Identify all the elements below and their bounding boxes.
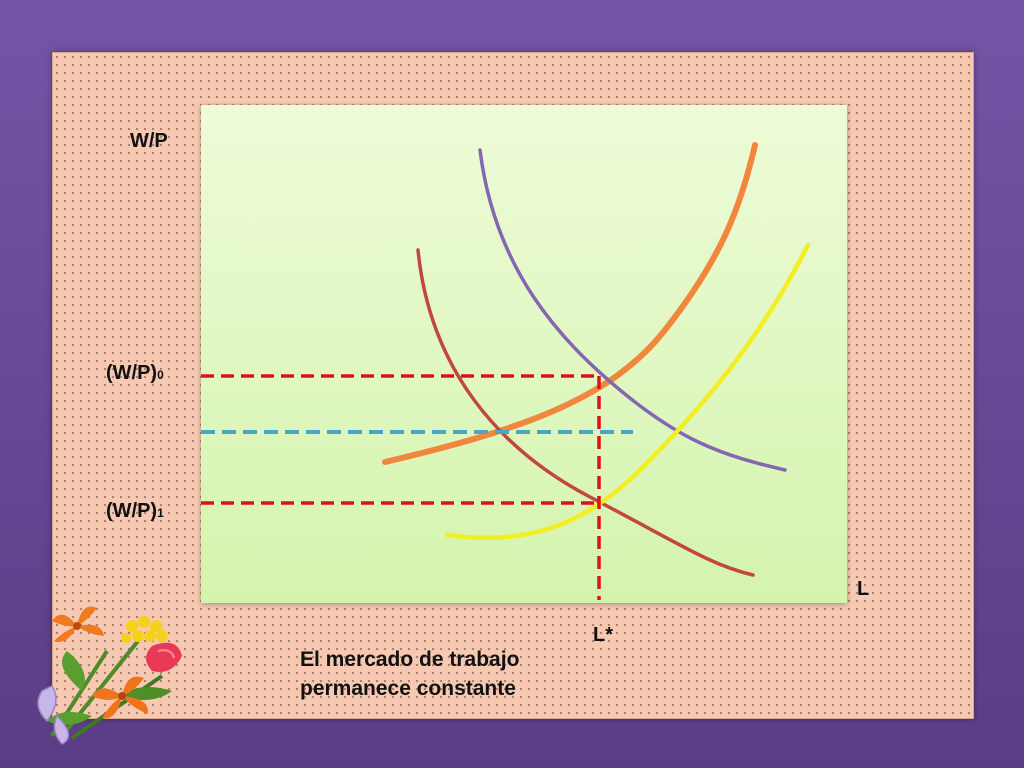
caption-text: El mercado de trabajo permanece constant… — [300, 645, 519, 703]
wage-0-subscript: 0 — [157, 368, 164, 382]
wage-1-label: (W/P)1 — [106, 500, 164, 523]
y-axis-label: W/P — [130, 130, 168, 152]
yellow-supply-curve — [444, 242, 811, 541]
x-axis-label: L — [857, 578, 870, 600]
wage-1-base: (W/P) — [106, 500, 158, 522]
caption-line-2: permanece constante — [300, 677, 516, 700]
wage-1-subscript: 1 — [157, 506, 164, 520]
caption-line-1: El mercado de trabajo — [300, 648, 520, 671]
purple-demand-curve — [478, 148, 787, 472]
orange-supply-curve — [382, 142, 758, 465]
brown-demand-curve — [416, 248, 755, 577]
wage-0-label: (W/P)0 — [106, 362, 164, 385]
flower-bouquet-icon — [37, 606, 182, 745]
wage-0-base: (W/P) — [106, 362, 158, 384]
l-star-label: L* — [593, 624, 613, 646]
